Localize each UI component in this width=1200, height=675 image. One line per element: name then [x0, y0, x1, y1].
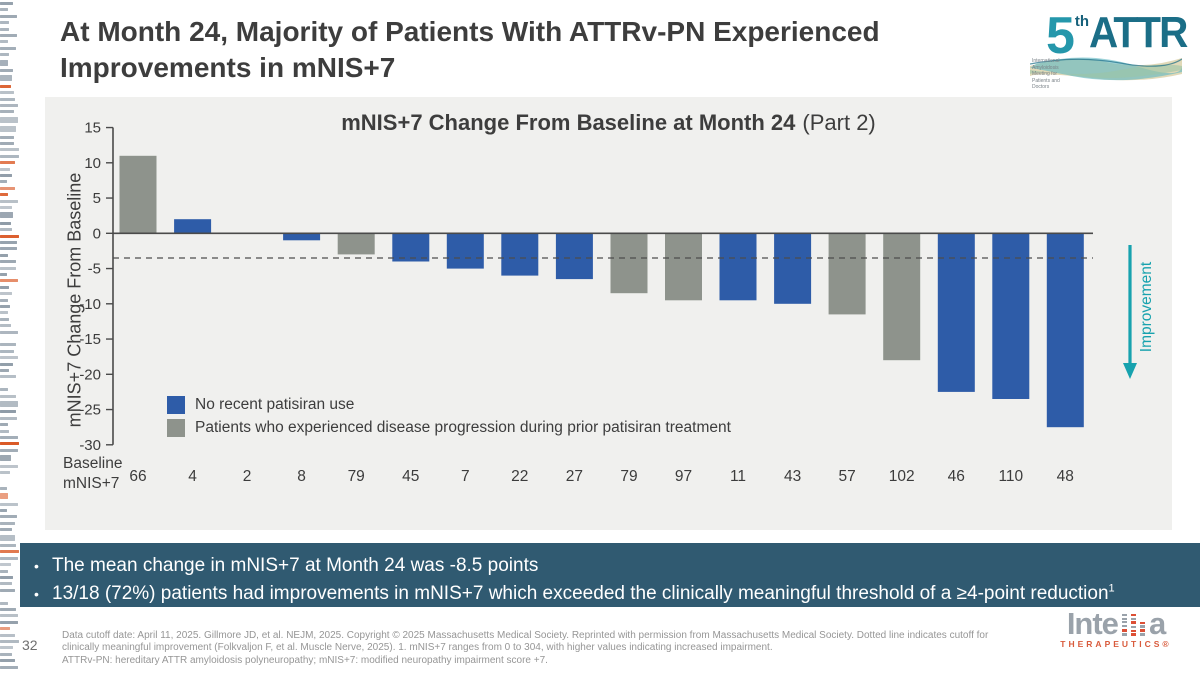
intellia-logo-a: a — [1148, 606, 1166, 641]
svg-text:-30: -30 — [79, 437, 101, 454]
bar-1 — [174, 219, 212, 234]
bar-16 — [992, 233, 1030, 399]
slide-title: At Month 24, Majority of Patients With A… — [60, 14, 980, 87]
bar-8 — [555, 233, 593, 280]
attr-logo-five: 5 — [1046, 7, 1075, 65]
bar-5 — [392, 233, 430, 262]
bar-15 — [937, 233, 975, 392]
baseline-value-9: 79 — [620, 468, 637, 485]
svg-text:-20: -20 — [79, 366, 101, 383]
attr-logo-wave-icon — [1030, 57, 1182, 81]
footnote-line3: ATTRv-PN: hereditary ATTR amyloidosis po… — [62, 654, 548, 666]
legend-row-blue: No recent patisiran use — [167, 396, 731, 414]
chart-title-part: (Part 2) — [802, 110, 876, 135]
baseline-value-0: 66 — [129, 468, 146, 485]
baseline-value-15: 46 — [948, 468, 965, 485]
bar-4 — [337, 233, 375, 255]
callout-box: The mean change in mNIS+7 at Month 24 wa… — [20, 543, 1200, 607]
decorative-strip — [0, 0, 20, 675]
callout-bullet-2: 13/18 (72%) patients had improvements in… — [34, 580, 1200, 608]
footnote-line2: clinically meaningful improvement (Folkv… — [62, 642, 773, 654]
svg-text:5: 5 — [93, 190, 101, 207]
baseline-axis-label: Baseline mNIS+7 — [63, 455, 123, 493]
baseline-value-11: 11 — [730, 468, 746, 485]
baseline-value-4: 79 — [348, 468, 365, 485]
bar-0 — [119, 155, 157, 234]
svg-text:-15: -15 — [79, 331, 101, 348]
bar-14 — [883, 233, 921, 361]
bar-10 — [665, 233, 702, 301]
slide-title-line1: At Month 24, Majority of Patients With A… — [60, 16, 880, 47]
bar-12 — [774, 233, 812, 304]
callout-bullet-list: The mean change in mNIS+7 at Month 24 wa… — [20, 543, 1200, 607]
baseline-value-8: 27 — [566, 468, 583, 485]
bar-3 — [283, 233, 321, 241]
bar-17 — [1046, 233, 1084, 428]
intellia-logo-inte: Inte — [1066, 606, 1119, 641]
legend-swatch-blue-icon — [167, 396, 185, 414]
intellia-logo-therapeutics: THERAPEUTICS® — [1060, 639, 1172, 650]
baseline-value-14: 102 — [889, 468, 915, 485]
intellia-logo: Inte a THERAPEUTICS® — [1040, 606, 1192, 650]
slide-title-line2: Improvements in mNIS+7 — [60, 52, 396, 84]
bar-7 — [501, 233, 539, 276]
baseline-value-1: 4 — [188, 468, 197, 485]
bar-chart: 15 10 5 0 -5 -10 -15 -20 -25 -30 66 4 2 8 79 45 7 22 27 79 9… — [79, 120, 1155, 485]
intellia-logo-dots-icon — [1120, 612, 1147, 637]
svg-text:0: 0 — [93, 225, 101, 242]
bar-13 — [828, 233, 866, 315]
baseline-value-12: 43 — [784, 468, 801, 485]
chart-title: mNIS+7 Change From Baseline at Month 24(… — [45, 110, 1172, 136]
baseline-value-7: 22 — [511, 468, 528, 485]
svg-text:15: 15 — [84, 120, 101, 137]
svg-text:-25: -25 — [79, 402, 101, 419]
attr-logo-th: th — [1074, 13, 1090, 30]
legend-label-blue: No recent patisiran use — [195, 396, 355, 413]
attr-meeting-logo: 5 th ATTR International Amyloidosis Meet… — [1030, 8, 1188, 90]
baseline-value-6: 7 — [461, 468, 470, 485]
legend-row-gray: Patients who experienced disease progres… — [167, 419, 731, 437]
baseline-value-3: 8 — [297, 468, 306, 485]
chart-legend: No recent patisiran use Patients who exp… — [167, 396, 731, 442]
callout-bullet-1: The mean change in mNIS+7 at Month 24 wa… — [34, 552, 1200, 580]
svg-text:-10: -10 — [79, 296, 101, 313]
baseline-value-5: 45 — [402, 468, 419, 485]
footnote-text: Data cutoff date: April 11, 2025. Gillmo… — [62, 630, 1037, 667]
svg-text:10: 10 — [84, 155, 101, 172]
svg-text:-5: -5 — [88, 261, 101, 278]
attr-logo-attr: ATTR — [1089, 8, 1188, 57]
page-number: 32 — [22, 637, 38, 653]
baseline-value-16: 110 — [998, 468, 1023, 485]
baseline-value-13: 57 — [838, 468, 855, 485]
svg-text:Improvement: Improvement — [1138, 261, 1155, 352]
bar-6 — [446, 233, 484, 269]
footnote-line1: Data cutoff date: April 11, 2025. Gillmo… — [62, 630, 989, 641]
intellia-logo-name: Inte a — [1040, 606, 1192, 641]
baseline-value-2: 2 — [243, 468, 252, 485]
bar-9 — [610, 233, 648, 294]
chart-title-bold: mNIS+7 Change From Baseline at Month 24 — [341, 110, 796, 135]
attr-logo-letters: 5 th ATTR — [1046, 10, 1195, 62]
baseline-value-10: 97 — [675, 468, 692, 485]
bar-11 — [719, 233, 757, 301]
improvement-arrow: Improvement — [1123, 245, 1155, 379]
chart-panel: mNIS+7 Change From Baseline at Month 24(… — [45, 97, 1172, 530]
baseline-value-17: 48 — [1057, 468, 1074, 485]
legend-label-gray: Patients who experienced disease progres… — [195, 419, 731, 436]
attr-logo-tagline: International Amyloidosis Meeting for Pa… — [1032, 58, 1060, 90]
legend-swatch-gray-icon — [167, 419, 185, 437]
